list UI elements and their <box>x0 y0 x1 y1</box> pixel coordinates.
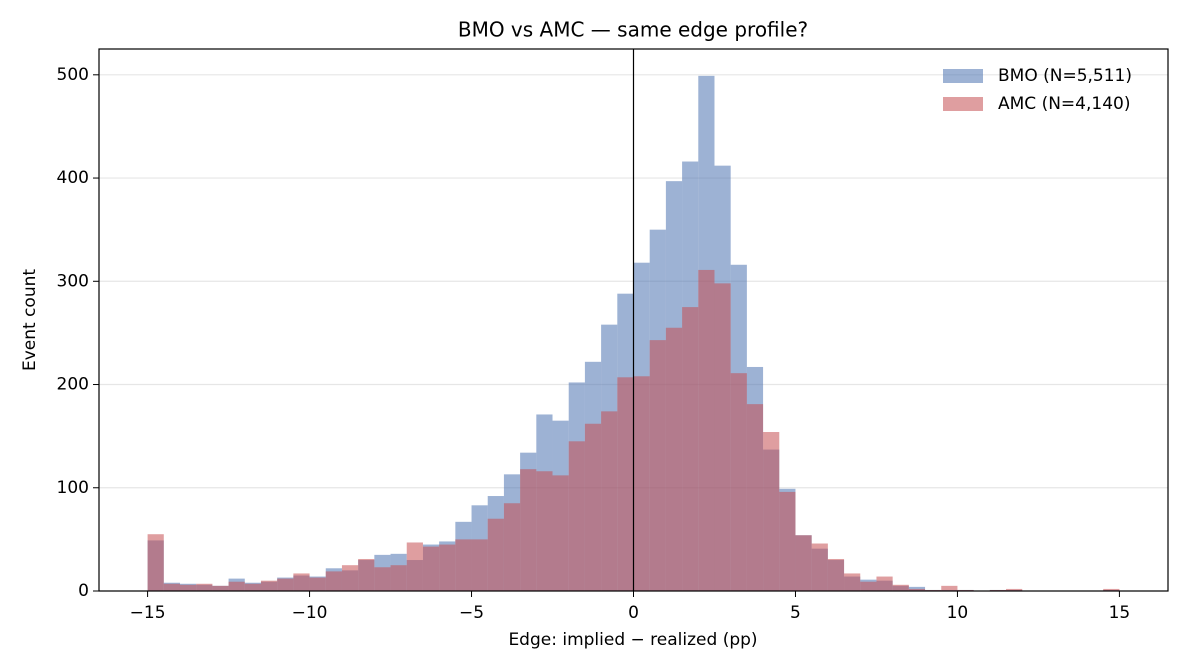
bar <box>1103 588 1120 591</box>
y-tick-label: 100 <box>57 478 89 498</box>
chart-title: BMO vs AMC — same edge profile? <box>458 18 808 42</box>
legend-swatch <box>943 97 983 111</box>
bar <box>163 583 180 591</box>
bar <box>795 535 812 591</box>
x-tick-label: −15 <box>130 603 166 623</box>
bar <box>179 584 197 591</box>
bar <box>455 539 472 591</box>
bar <box>941 585 958 591</box>
bar <box>714 283 731 591</box>
bar <box>520 469 537 591</box>
bar <box>827 558 845 591</box>
bar <box>503 503 521 591</box>
legend-label: BMO (N=5,511) <box>998 66 1132 86</box>
bar <box>763 432 780 591</box>
bar <box>439 544 456 591</box>
bar <box>358 558 375 591</box>
bar <box>876 576 893 591</box>
bar <box>228 581 245 591</box>
bar <box>293 573 310 591</box>
bar <box>844 573 861 591</box>
x-tick-label: −5 <box>459 603 484 623</box>
bar <box>341 565 359 591</box>
bar <box>536 471 553 591</box>
plot-frame <box>98 48 1169 592</box>
bar <box>277 578 294 591</box>
bar <box>892 584 909 591</box>
bar <box>325 571 342 591</box>
bar <box>811 543 828 591</box>
bar <box>196 583 213 591</box>
bar <box>730 373 747 591</box>
bar <box>860 581 877 591</box>
bar <box>584 423 602 591</box>
bar <box>746 404 764 591</box>
y-axis-label: Event count <box>20 269 40 371</box>
bar <box>633 376 650 591</box>
legend-label: AMC (N=4,140) <box>998 94 1130 114</box>
bar <box>244 583 261 591</box>
bar <box>309 577 326 591</box>
x-tick-label: 10 <box>947 603 969 623</box>
bar <box>568 441 585 591</box>
bar <box>422 546 440 591</box>
bar <box>601 411 618 591</box>
bar <box>374 567 391 591</box>
x-tick-label: 0 <box>628 603 639 623</box>
bar <box>665 327 683 591</box>
y-tick-label: 300 <box>57 271 89 291</box>
bar <box>779 491 796 591</box>
legend-swatch <box>943 69 983 83</box>
bar <box>552 475 569 591</box>
y-tick-label: 0 <box>78 581 89 601</box>
bar <box>212 585 229 591</box>
bar <box>487 518 504 591</box>
bar <box>390 565 407 591</box>
bar <box>406 542 423 591</box>
x-axis-label: Edge: implied − realized (pp) <box>508 630 757 650</box>
bar <box>617 377 634 591</box>
y-tick-label: 400 <box>57 168 89 188</box>
bar <box>1006 588 1023 591</box>
bar <box>649 340 666 591</box>
bar <box>698 269 715 591</box>
y-tick-label: 500 <box>57 65 89 85</box>
bar <box>682 307 699 591</box>
y-tick-label: 200 <box>57 375 89 395</box>
x-tick-label: 5 <box>790 603 801 623</box>
bar <box>471 539 488 591</box>
bar <box>260 580 278 591</box>
bar <box>147 534 164 591</box>
x-tick-label: −10 <box>292 603 328 623</box>
bar <box>908 588 926 591</box>
x-tick-label: 15 <box>1109 603 1131 623</box>
